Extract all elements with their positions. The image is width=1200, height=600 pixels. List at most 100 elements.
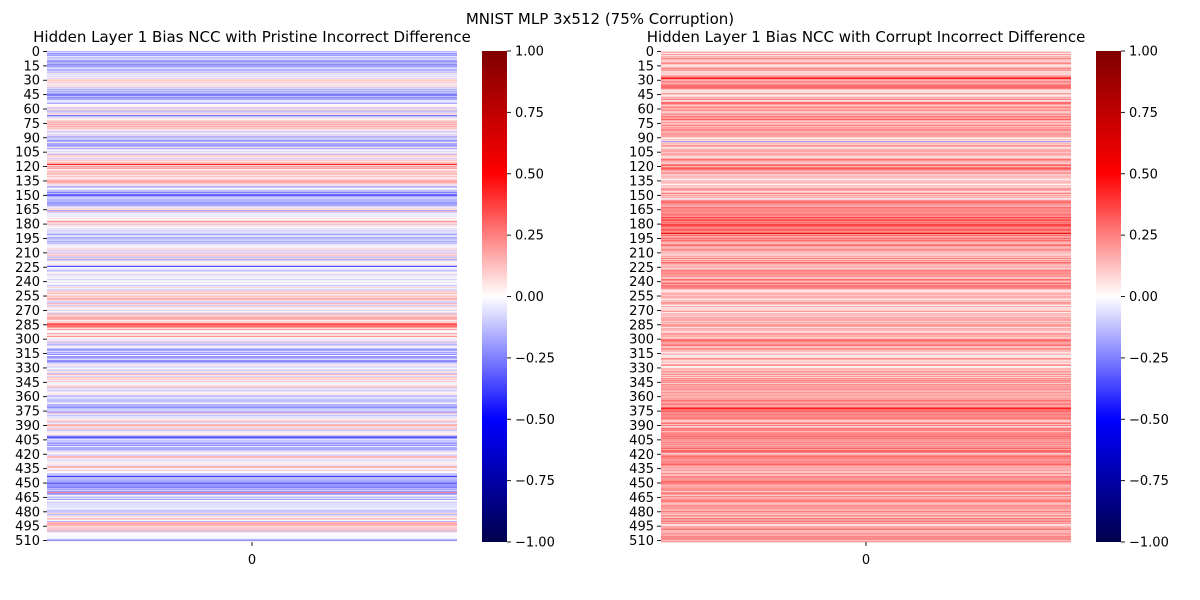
heatmap-cell	[661, 534, 1071, 536]
heatmap-cell	[47, 539, 457, 541]
heatmap-cell	[47, 436, 457, 438]
heatmap-cell	[661, 302, 1071, 304]
heatmap-cell	[661, 134, 1071, 136]
heatmap-cell	[47, 451, 457, 454]
colorbar-gradient	[1096, 51, 1121, 542]
heatmap-cell	[47, 283, 457, 285]
heatmap-cell	[661, 164, 1071, 166]
y-tick-label: 390	[629, 419, 654, 434]
heatmap-cell	[661, 446, 1071, 448]
colorbar-tick-label: 1.00	[1129, 45, 1158, 60]
heatmap-cell	[661, 55, 1071, 58]
heatmap-cell	[661, 279, 1071, 281]
heatmap-cell	[47, 275, 457, 277]
heatmap-cell	[47, 255, 457, 257]
heatmap-cell	[47, 191, 457, 193]
heatmap-cell	[661, 225, 1071, 227]
heatmap-cell	[661, 523, 1071, 526]
heatmap-cell	[47, 110, 457, 112]
heatmap-cell	[661, 338, 1071, 341]
heatmap-cell	[661, 239, 1071, 242]
heatmap-cell	[47, 355, 457, 358]
heatmap-cell	[47, 383, 457, 386]
heatmap-cell	[661, 89, 1071, 91]
heatmap-cell	[47, 69, 457, 71]
heatmap-cell	[47, 532, 457, 534]
heatmap-cell	[661, 200, 1071, 202]
heatmap-cell	[47, 56, 457, 59]
heatmap-cell	[661, 308, 1071, 311]
heatmap-cell	[47, 432, 457, 434]
heatmap-cell	[47, 239, 457, 242]
heatmap-cell	[661, 503, 1071, 505]
heatmap-cell	[47, 465, 457, 467]
heatmap-cell	[661, 218, 1071, 221]
heatmap-cell	[47, 227, 457, 229]
heatmap-cell	[661, 313, 1071, 316]
heatmap-cell	[661, 210, 1071, 212]
heatmap-cell	[661, 168, 1071, 171]
heatmap-cell	[47, 163, 457, 165]
heatmap-cell	[47, 248, 457, 250]
heatmap-cell	[661, 53, 1071, 56]
heatmap-cell	[661, 78, 1071, 81]
heatmap-cell	[47, 448, 457, 450]
heatmap-cell	[47, 184, 457, 186]
heatmap-cell	[47, 214, 457, 217]
heatmap-cell	[47, 348, 457, 350]
heatmap-cell	[47, 496, 457, 499]
heatmap-y-ticks-corrupt: 0153045607590105120135150165180195210225…	[629, 45, 661, 549]
colorbar-tick-label: 1.00	[515, 45, 544, 60]
heatmap-cell	[47, 254, 457, 256]
heatmap-cell	[661, 287, 1071, 290]
heatmap-cell	[661, 401, 1071, 403]
heatmap-cell	[661, 108, 1071, 110]
heatmap-cell	[47, 495, 457, 497]
heatmap-cell	[47, 271, 457, 273]
heatmap-cell	[661, 401, 1071, 404]
heatmap-cell	[47, 437, 457, 439]
heatmap-cell	[661, 322, 1071, 324]
heatmap-cell	[47, 287, 457, 290]
heatmap-cell	[661, 242, 1071, 245]
y-tick-label: 180	[629, 218, 654, 233]
heatmap-cell	[661, 454, 1071, 457]
heatmap-cell	[661, 526, 1071, 528]
heatmap-cell	[661, 354, 1071, 357]
heatmap-cell	[661, 375, 1071, 377]
heatmap-cell	[661, 398, 1071, 400]
heatmap-cell	[661, 351, 1071, 353]
heatmap-cell	[661, 430, 1071, 433]
heatmap-cell	[47, 395, 457, 397]
heatmap-cell	[47, 466, 457, 468]
heatmap-cell	[47, 208, 457, 210]
y-tick-label: 465	[629, 491, 654, 506]
heatmap-cell	[661, 104, 1071, 107]
heatmap-cell	[47, 104, 457, 107]
y-tick-label: 480	[15, 505, 40, 520]
heatmap-cell	[47, 167, 457, 169]
heatmap-cell	[661, 260, 1071, 262]
heatmap-cell	[47, 382, 457, 385]
heatmap-cell	[47, 85, 457, 87]
y-tick-label: 45	[23, 88, 40, 103]
heatmap-cell	[661, 276, 1071, 278]
heatmap-cell	[661, 120, 1071, 122]
heatmap-cell	[47, 249, 457, 251]
heatmap-cell	[47, 377, 457, 379]
heatmap-cell	[661, 220, 1071, 223]
heatmap-cell	[47, 380, 457, 383]
heatmap-cell	[47, 72, 457, 74]
heatmap-cell	[47, 82, 457, 84]
heatmap-cell	[47, 171, 457, 174]
heatmap-cell	[47, 399, 457, 401]
heatmap-cell	[47, 241, 457, 244]
heatmap-cell	[661, 68, 1071, 70]
heatmap-cell	[661, 485, 1071, 487]
heatmap-cell	[661, 482, 1071, 484]
heatmap-cell	[661, 224, 1071, 226]
heatmap-cell	[661, 57, 1071, 60]
heatmap-cell	[47, 462, 457, 464]
heatmap-cell	[47, 446, 457, 448]
